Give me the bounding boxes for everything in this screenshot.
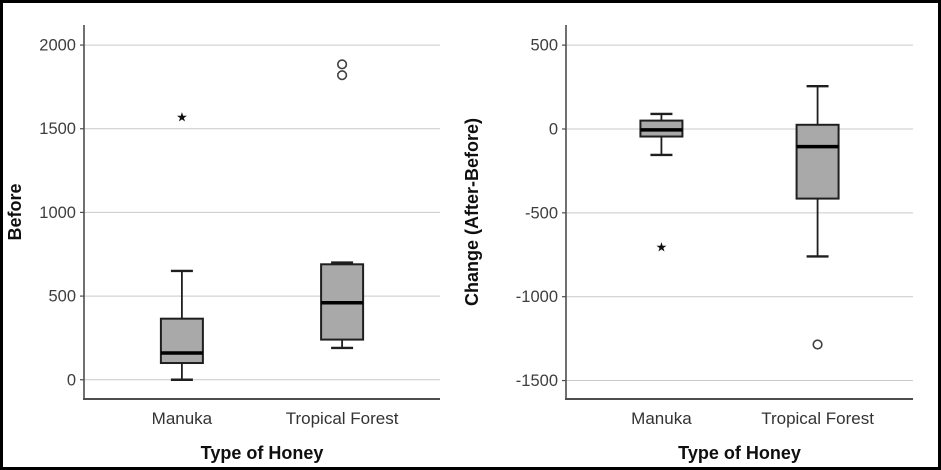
circle-outlier-marker <box>337 59 348 70</box>
y-tick-label: 1000 <box>39 204 76 222</box>
x-axis-title: Type of Honey <box>201 443 324 463</box>
iqr-box <box>795 123 840 200</box>
category-label: Tropical Forest <box>286 409 399 428</box>
y-tick-label: 1500 <box>39 120 76 138</box>
category-label: Manuka <box>152 409 213 428</box>
y-tick-label: -1500 <box>516 372 558 390</box>
y-axis-title: Change (After-Before) <box>462 118 482 306</box>
y-tick-label: 0 <box>67 371 76 389</box>
iqr-box <box>159 317 204 365</box>
star-extreme-marker: ★ <box>656 240 668 255</box>
category-label: Tropical Forest <box>761 409 874 428</box>
circle-outlier-marker <box>812 339 823 350</box>
y-tick-label: 0 <box>549 120 558 138</box>
y-tick-label: -500 <box>525 204 558 222</box>
star-extreme-marker: ★ <box>176 110 188 125</box>
x-axis-title: Type of Honey <box>678 443 801 463</box>
y-tick-label: -1000 <box>516 288 558 306</box>
y-axis-title: Before <box>5 183 25 240</box>
y-tick-label: 500 <box>530 37 558 55</box>
y-tick-label: 500 <box>48 288 76 306</box>
y-tick-label: 2000 <box>39 37 76 55</box>
category-label: Manuka <box>631 409 692 428</box>
circle-outlier-marker <box>337 70 348 81</box>
